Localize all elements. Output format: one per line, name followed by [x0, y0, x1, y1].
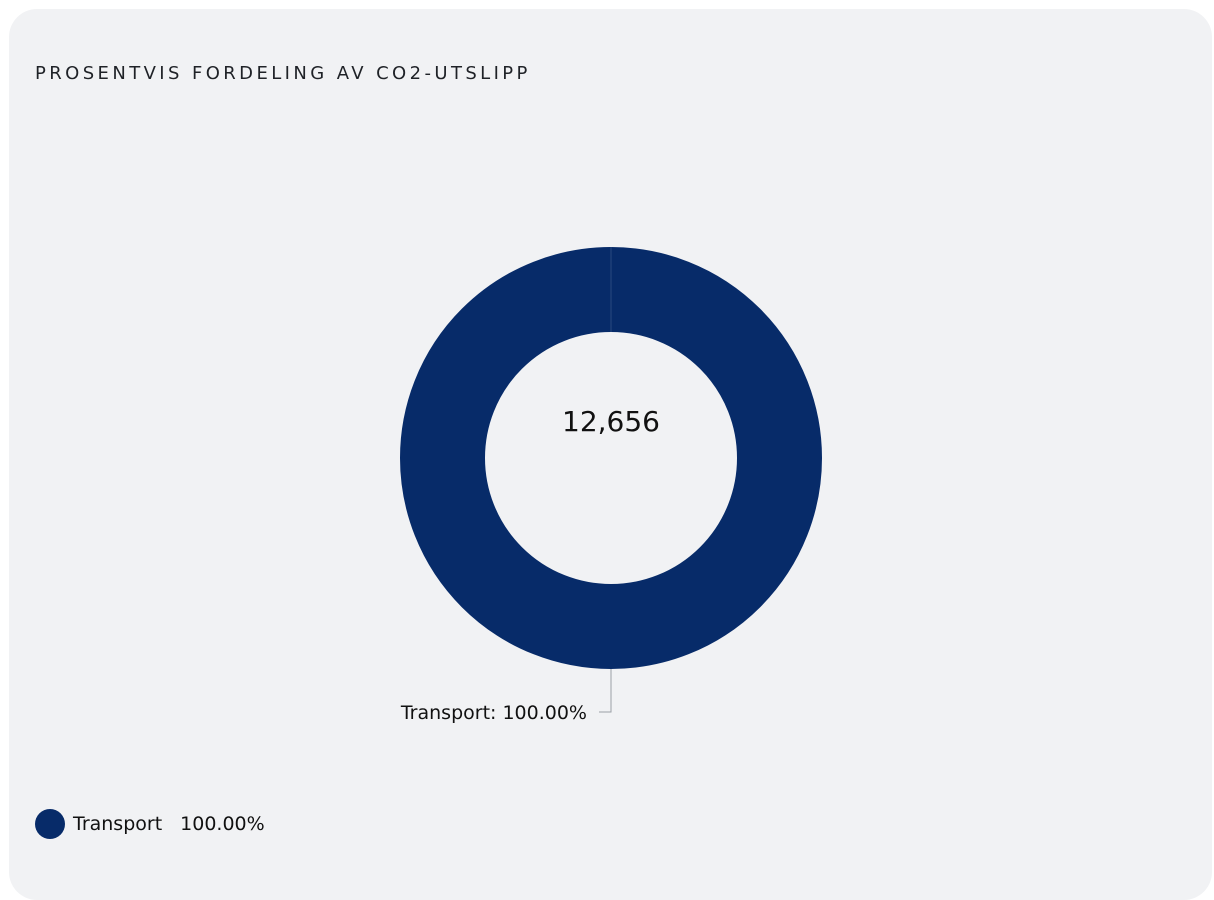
donut-chart: 12,656 Transport: 100.00% [400, 247, 822, 724]
legend-swatch-transport[interactable] [35, 809, 65, 839]
legend-label-transport[interactable]: Transport [73, 813, 163, 835]
chart-card: PROSENTVIS FORDELING AV CO2-UTSLIPP 12,6… [9, 9, 1212, 900]
chart-title: PROSENTVIS FORDELING AV CO2-UTSLIPP [35, 63, 531, 84]
slice-leader-line [599, 669, 612, 713]
slice-label-transport: Transport: 100.00% [400, 702, 587, 724]
chart-legend: Transport 100.00% [35, 809, 265, 839]
donut-slice-transport[interactable] [400, 247, 822, 669]
legend-value-transport: 100.00% [180, 813, 265, 835]
donut-slices [400, 247, 822, 669]
donut-center-value: 12,656 [562, 405, 660, 438]
